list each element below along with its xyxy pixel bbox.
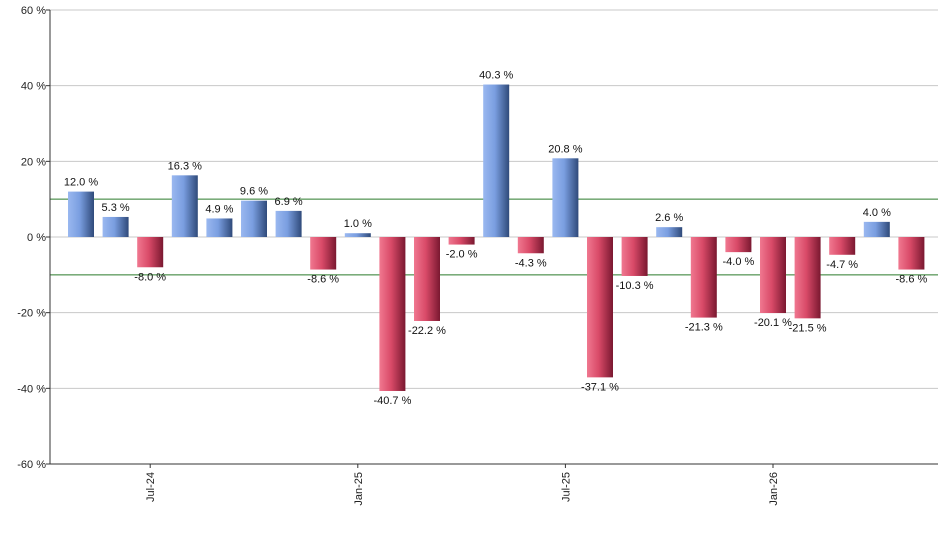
data-labels: 12.0 % 5.3 % -8.0 % 16.3 % 4.9 % 9.6 % 6.9 % -8… — [64, 70, 928, 407]
y-tick-label: 40 % — [21, 81, 46, 93]
data-label: -8.6 % — [896, 274, 928, 286]
x-tick-labels: Jul-24 Jan-25 Jul-25 Jan-26 — [145, 472, 780, 506]
bar — [483, 84, 510, 237]
bar — [794, 237, 821, 319]
data-label: 4.9 % — [205, 203, 233, 215]
y-tick-label: 60 % — [21, 5, 46, 17]
bar — [656, 227, 683, 237]
data-label: 9.6 % — [240, 186, 268, 198]
bar — [68, 191, 94, 237]
data-label: 6.9 % — [275, 196, 303, 208]
data-label: 2.6 % — [655, 212, 683, 224]
data-label: -8.6 % — [307, 274, 339, 286]
bar — [829, 237, 856, 255]
bar — [171, 175, 198, 237]
bar — [552, 158, 579, 237]
data-label: -2.0 % — [446, 249, 478, 261]
x-tick-label: Jul-25 — [560, 472, 572, 502]
bar — [310, 237, 337, 270]
bar — [102, 216, 129, 237]
bar — [621, 237, 648, 276]
y-tick-label: 0 % — [27, 232, 46, 244]
bar — [275, 210, 302, 237]
x-tick-label: Jan-26 — [768, 472, 780, 506]
bar — [137, 237, 164, 268]
data-label: -4.7 % — [826, 259, 858, 271]
data-label: 4.0 % — [863, 207, 891, 219]
bar — [414, 237, 440, 321]
y-tick-labels: 60 % 40 % 20 % 0 % -20 % -40 % -60 % — [17, 5, 46, 471]
data-label: 5.3 % — [102, 202, 130, 214]
bar — [690, 237, 717, 318]
axes — [46, 9, 938, 468]
bar — [517, 237, 544, 254]
x-tick-label: Jul-24 — [145, 472, 157, 502]
y-tick-label: -20 % — [17, 308, 46, 320]
bar — [344, 233, 371, 237]
bars — [68, 84, 925, 391]
bar — [241, 200, 267, 237]
data-label: 40.3 % — [479, 70, 513, 82]
data-label: -4.3 % — [515, 257, 547, 269]
data-label: -37.1 % — [581, 381, 619, 393]
y-tick-label: -40 % — [17, 383, 46, 395]
bar — [898, 237, 925, 270]
bar — [863, 221, 890, 237]
bar — [587, 237, 613, 378]
data-label: 20.8 % — [548, 143, 582, 155]
data-label: 16.3 % — [168, 160, 202, 172]
data-label: -4.0 % — [723, 256, 755, 268]
data-label: -21.5 % — [789, 322, 827, 334]
bar — [725, 237, 752, 253]
bar — [379, 237, 406, 391]
bar — [206, 218, 233, 237]
data-label: 1.0 % — [344, 218, 372, 230]
y-tick-label: -60 % — [17, 459, 46, 471]
data-label: -40.7 % — [373, 395, 411, 407]
bar — [760, 237, 786, 314]
data-label: -20.1 % — [754, 317, 792, 329]
y-tick-label: 20 % — [21, 156, 46, 168]
data-label: -10.3 % — [616, 280, 654, 292]
data-label: 12.0 % — [64, 177, 98, 189]
bar — [448, 237, 475, 245]
data-label: -8.0 % — [134, 271, 166, 283]
data-label: -22.2 % — [408, 325, 446, 337]
x-tick-label: Jan-25 — [353, 472, 365, 506]
data-label: -21.3 % — [685, 322, 723, 334]
